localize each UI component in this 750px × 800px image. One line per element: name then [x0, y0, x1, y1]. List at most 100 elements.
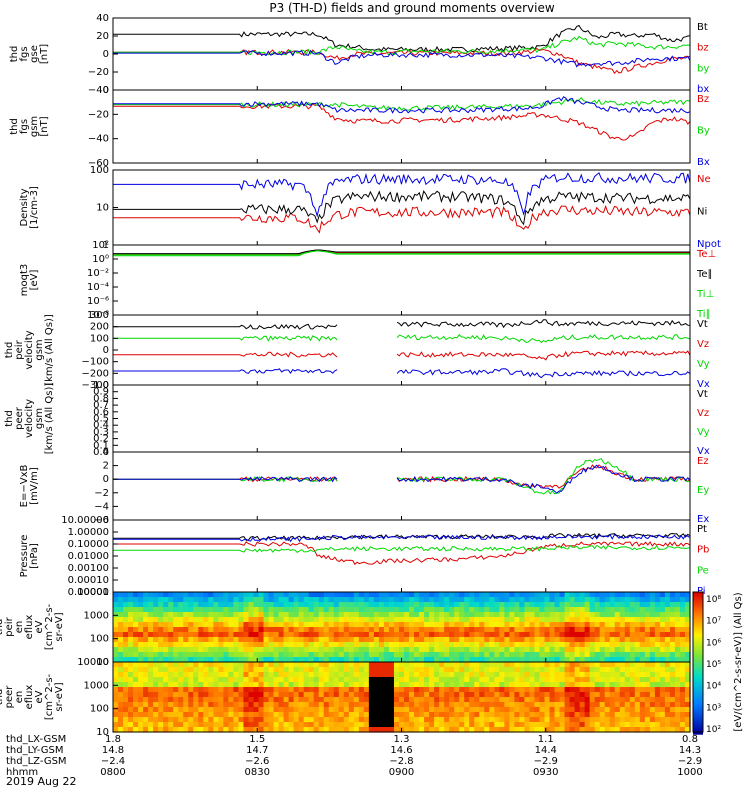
- heatmap-cell: [163, 642, 169, 648]
- heatmap-cell: [624, 677, 631, 683]
- heatmap-cell: [158, 632, 164, 638]
- heatmap-cell: [258, 662, 265, 668]
- heatmap-cell: [634, 712, 641, 718]
- heatmap-cell: [499, 667, 505, 673]
- heatmap-cell: [358, 727, 365, 733]
- heatmap-cell: [383, 592, 390, 598]
- colorbar-segment: [693, 650, 703, 654]
- heatmap-cell: [594, 607, 601, 613]
- heatmap-cell: [208, 712, 214, 718]
- heatmap-cell: [398, 707, 405, 713]
- heatmap-cell: [293, 617, 300, 623]
- heatmap-cell: [233, 692, 240, 698]
- heatmap-cell: [464, 677, 470, 683]
- heatmap-cell: [449, 667, 455, 673]
- heatmap-cell: [669, 712, 676, 718]
- heatmap-cell: [459, 672, 465, 678]
- heatmap-cell: [238, 712, 245, 718]
- heatmap-cell: [363, 602, 370, 608]
- heatmap-cell: [368, 647, 375, 653]
- heatmap-cell: [328, 622, 335, 628]
- y-tick-label: 2: [103, 461, 109, 472]
- heatmap-cell: [238, 727, 245, 733]
- heatmap-cell: [123, 722, 129, 728]
- heatmap-cell: [118, 677, 124, 683]
- heatmap-cell: [549, 637, 556, 643]
- heatmap-cell: [283, 592, 290, 598]
- heatmap-cell: [434, 667, 440, 673]
- heatmap-cell: [464, 727, 470, 733]
- heatmap-cell: [388, 607, 395, 613]
- heatmap-cell: [674, 652, 681, 658]
- heatmap-cell: [579, 687, 586, 693]
- heatmap-cell: [293, 612, 300, 618]
- heatmap-cell: [589, 677, 596, 683]
- heatmap-cell: [358, 622, 365, 628]
- heatmap-cell: [303, 687, 310, 693]
- heatmap-cell: [268, 652, 275, 658]
- heatmap-cell: [629, 667, 636, 673]
- heatmap-cell: [439, 612, 445, 618]
- colorbar-tick-label: 10⁷: [706, 617, 721, 627]
- heatmap-cell: [133, 597, 139, 603]
- heatmap-cell: [348, 727, 355, 733]
- heatmap-cell: [303, 607, 310, 613]
- heatmap-cell: [318, 642, 325, 648]
- heatmap-cell: [434, 692, 440, 698]
- heatmap-cell: [138, 692, 144, 698]
- heatmap-cell: [544, 712, 551, 718]
- heatmap-cell: [288, 677, 295, 683]
- heatmap-cell: [684, 627, 691, 633]
- heatmap-cell: [439, 657, 445, 663]
- heatmap-cell: [419, 687, 425, 693]
- heatmap-cell: [469, 652, 475, 658]
- heatmap-cell: [654, 712, 661, 718]
- heatmap-cell: [163, 657, 169, 663]
- heatmap-cell: [298, 702, 305, 708]
- heatmap-cell: [238, 602, 245, 608]
- y-tick-label: −100: [82, 357, 109, 368]
- heatmap-cell: [414, 667, 420, 673]
- heatmap-cell: [489, 682, 495, 688]
- heatmap-cell: [474, 712, 480, 718]
- colorbar-segment: [693, 693, 703, 697]
- heatmap-cell: [614, 617, 621, 623]
- heatmap-cell: [634, 607, 641, 613]
- heatmap-cell: [529, 677, 536, 683]
- heatmap-cell: [469, 672, 475, 678]
- heatmap-cell: [248, 642, 255, 648]
- heatmap-cell: [368, 697, 375, 703]
- heatmap-cell: [143, 627, 149, 633]
- heatmap-cell: [529, 662, 536, 668]
- heatmap-cell: [208, 682, 214, 688]
- heatmap-cell: [303, 692, 310, 698]
- heatmap-cell: [559, 687, 566, 693]
- heatmap-cell: [539, 647, 546, 653]
- heatmap-cell: [574, 612, 581, 618]
- heatmap-cell: [539, 672, 546, 678]
- heatmap-cell: [258, 597, 265, 603]
- heatmap-cell: [604, 682, 611, 688]
- heatmap-cell: [544, 632, 551, 638]
- heatmap-cell: [679, 722, 686, 728]
- heatmap-cell: [328, 657, 335, 663]
- colorbar-frame: [692, 591, 704, 733]
- heatmap-cell: [218, 607, 224, 613]
- heatmap-cell: [489, 722, 495, 728]
- heatmap-cell: [168, 597, 174, 603]
- heatmap-cell: [684, 712, 691, 718]
- heatmap-cell: [489, 672, 495, 678]
- heatmap-cell: [434, 642, 440, 648]
- heatmap-cell: [118, 622, 124, 628]
- legend-Bt: Bt: [697, 22, 708, 33]
- heatmap-cell: [118, 642, 124, 648]
- colorbar-segment: [693, 632, 703, 636]
- heatmap-cell: [223, 652, 229, 658]
- heatmap-cell: [609, 682, 616, 688]
- heatmap-cell: [599, 682, 606, 688]
- heatmap-cell: [644, 647, 651, 653]
- heatmap-cell: [348, 717, 355, 723]
- heatmap-cell: [308, 622, 315, 628]
- heatmap-cell: [168, 717, 174, 723]
- heatmap-cell: [383, 697, 390, 703]
